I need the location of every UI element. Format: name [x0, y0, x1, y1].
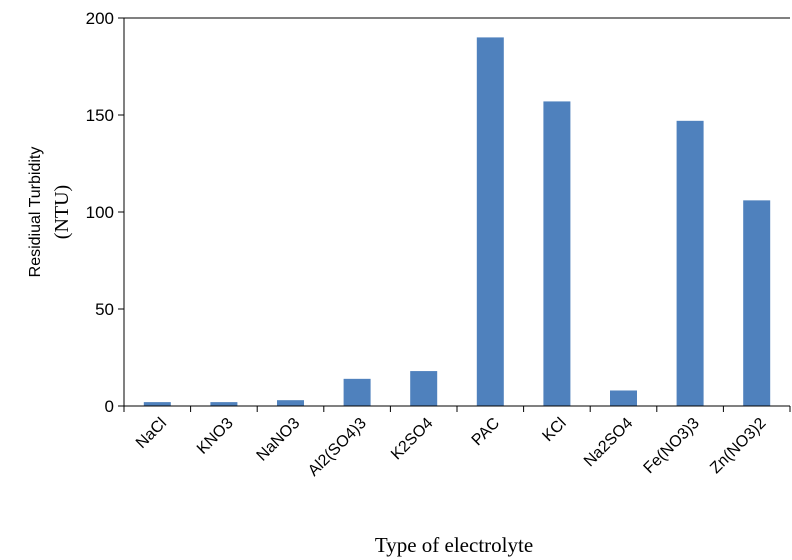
x-tick-label: Zn(NO3)2: [707, 415, 769, 477]
x-tick-label: K2SO4: [388, 415, 437, 464]
bar-fe-no3-3: [676, 120, 704, 406]
bars-group: [143, 37, 771, 407]
y-ticks-group: 0 50 100 150 200: [86, 9, 124, 416]
x-tick-label: PAC: [469, 415, 503, 449]
bar-kcl: [543, 101, 571, 407]
y-tick-label: 150: [86, 106, 114, 125]
bar-nacl: [143, 402, 171, 406]
y-axis-label-line1: Residiual Turbidity: [27, 147, 44, 278]
bar-pac: [476, 37, 504, 407]
y-tick-label: 0: [105, 397, 114, 416]
y-axis-label-line2: (NTU): [51, 185, 73, 239]
x-tick-label: NaCl: [133, 415, 170, 452]
x-tick-label: Fe(NO3)3: [641, 415, 703, 477]
bar-al2-so4-3: [343, 378, 371, 406]
x-tick-label: KNO3: [194, 415, 237, 458]
x-tick-label: KCl: [539, 415, 569, 445]
x-tick-label: Al2(SO4)3: [305, 415, 370, 480]
bar-kno3: [210, 402, 238, 406]
y-tick-label: 200: [86, 9, 114, 28]
y-tick-label: 100: [86, 203, 114, 222]
x-tick-label: Na2SO4: [581, 415, 636, 470]
x-axis-label: Type of electrolyte: [375, 533, 533, 557]
bar-k2so4: [410, 371, 438, 406]
bar-zn-no3-2: [743, 200, 771, 406]
bar-na2so4: [610, 390, 637, 406]
y-tick-label: 50: [95, 300, 114, 319]
x-tick-label: NaNO3: [254, 415, 304, 465]
x-tick-labels-group: NaCl KNO3 NaNO3 Al2(SO4)3 K2SO4 PAC KCl Na2SO4 F…: [133, 415, 770, 480]
bar-nano3: [277, 400, 304, 406]
